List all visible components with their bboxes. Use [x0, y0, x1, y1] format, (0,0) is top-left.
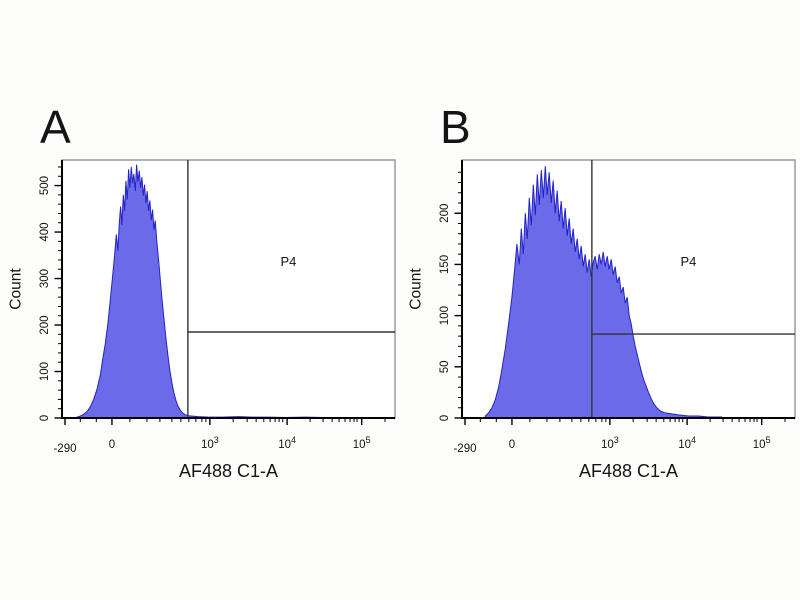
y-tick-label: 100 — [439, 306, 451, 325]
panel-a-label: A — [40, 101, 71, 153]
x-axis-label: AF488 C1-A — [179, 461, 278, 481]
x-tick-label: 105 — [353, 435, 371, 451]
x-tick-label: 0 — [509, 439, 515, 451]
x-tick-label: 0 — [109, 439, 115, 451]
gate-label: P4 — [280, 254, 296, 269]
x-tick-label: 104 — [278, 435, 296, 451]
x-tick-label: 104 — [678, 435, 696, 451]
x-tick-label: 103 — [201, 435, 219, 451]
histogram-shape — [76, 164, 356, 419]
y-tick-label: 500 — [39, 176, 51, 195]
y-tick-label: 200 — [39, 315, 51, 334]
y-tick-label: 300 — [39, 269, 51, 288]
panel-b-label: B — [440, 101, 471, 153]
x-tick-label: -290 — [53, 443, 76, 455]
gate-label: P4 — [680, 254, 696, 269]
histogram-plot-b: P4 0 50 100 150 200 -290 0 103 104 105 AF488 C1-A Co… — [408, 159, 796, 481]
histogram-shape — [484, 166, 723, 419]
y-tick-label: 0 — [439, 415, 451, 421]
y-tick-label: 150 — [439, 255, 451, 274]
x-tick-label: -290 — [453, 443, 476, 455]
y-tick-label: 200 — [439, 204, 451, 223]
panel-a: A P4 0 100 200 300 400 500 -290 0 103 104 105 AF488 … — [0, 100, 400, 500]
y-axis-label: Count — [408, 268, 425, 310]
histogram-plot-a: P4 0 100 200 300 400 500 -290 0 103 104 105 AF488 C1… — [8, 159, 396, 481]
y-axis-label: Count — [8, 268, 25, 310]
x-tick-label: 105 — [753, 435, 771, 451]
y-tick-label: 100 — [39, 362, 51, 381]
y-tick-label: 50 — [439, 360, 451, 373]
x-axis-label: AF488 C1-A — [579, 461, 678, 481]
x-tick-label: 103 — [601, 435, 619, 451]
y-tick-label: 0 — [39, 415, 51, 421]
panel-b: B P4 0 50 100 150 200 -290 0 103 104 105 AF488 C1-A… — [400, 100, 800, 500]
y-tick-label: 400 — [39, 222, 51, 241]
